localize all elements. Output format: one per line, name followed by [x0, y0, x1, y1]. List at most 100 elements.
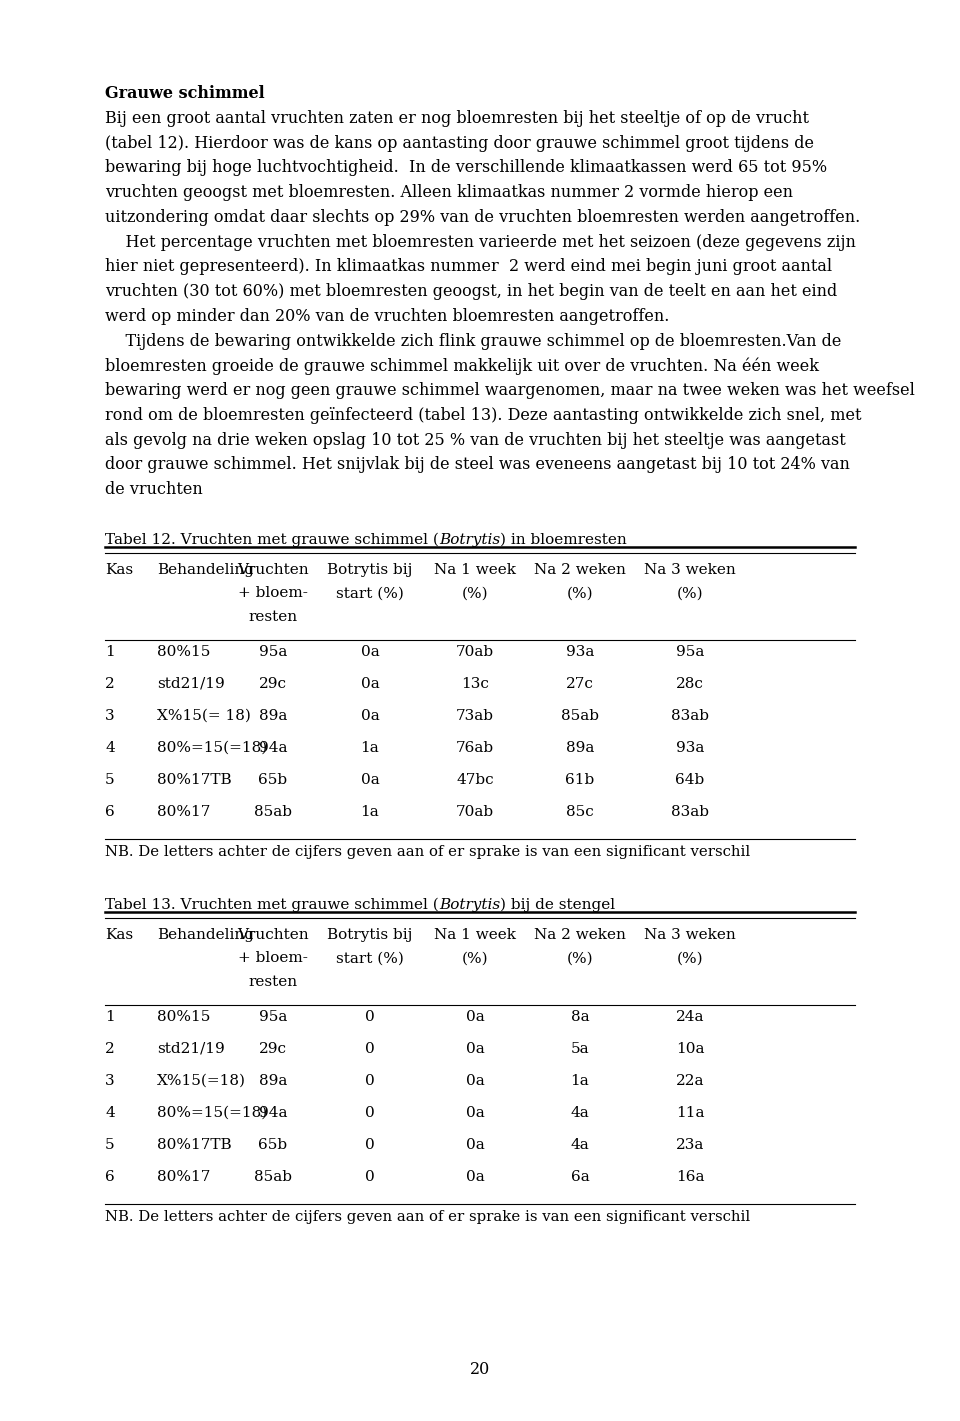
Text: Na 2 weken: Na 2 weken: [534, 928, 626, 942]
Text: (%): (%): [677, 952, 704, 965]
Text: rond om de bloemresten geïnfecteerd (tabel 13). Deze aantasting ontwikkelde zich: rond om de bloemresten geïnfecteerd (tab…: [105, 406, 861, 423]
Text: start (%): start (%): [336, 952, 404, 965]
Text: 89a: 89a: [259, 1074, 287, 1087]
Text: Na 1 week: Na 1 week: [434, 563, 516, 577]
Text: 11a: 11a: [676, 1106, 705, 1120]
Text: (%): (%): [566, 587, 593, 601]
Text: als gevolg na drie weken opslag 10 tot 25 % van de vruchten bij het steeltje was: als gevolg na drie weken opslag 10 tot 2…: [105, 432, 846, 449]
Text: 1: 1: [105, 1010, 115, 1023]
Text: Behandeling: Behandeling: [157, 928, 254, 942]
Text: Bij een groot aantal vruchten zaten er nog bloemresten bij het steeltje of op de: Bij een groot aantal vruchten zaten er n…: [105, 109, 809, 126]
Text: 95a: 95a: [259, 1010, 287, 1023]
Text: 0a: 0a: [361, 676, 379, 691]
Text: 47bc: 47bc: [456, 773, 493, 787]
Text: 5a: 5a: [570, 1042, 589, 1056]
Text: 70ab: 70ab: [456, 645, 494, 659]
Text: 0: 0: [365, 1074, 374, 1087]
Text: ) in bloemresten: ) in bloemresten: [500, 533, 627, 547]
Text: 85ab: 85ab: [561, 709, 599, 723]
Text: 22a: 22a: [676, 1074, 705, 1087]
Text: 0a: 0a: [466, 1106, 485, 1120]
Text: 6: 6: [105, 804, 115, 818]
Text: 61b: 61b: [565, 773, 594, 787]
Text: 80%=15(=18): 80%=15(=18): [157, 740, 267, 755]
Text: 10a: 10a: [676, 1042, 705, 1056]
Text: 0: 0: [365, 1169, 374, 1184]
Text: 95a: 95a: [676, 645, 705, 659]
Text: Na 3 weken: Na 3 weken: [644, 928, 736, 942]
Text: 20: 20: [469, 1361, 491, 1378]
Text: 65b: 65b: [258, 1138, 288, 1151]
Text: start (%): start (%): [336, 587, 404, 601]
Text: Botrytis bij: Botrytis bij: [327, 928, 413, 942]
Text: std21/19: std21/19: [157, 1042, 225, 1056]
Text: 85c: 85c: [566, 804, 594, 818]
Text: 0a: 0a: [361, 709, 379, 723]
Text: 80%17: 80%17: [157, 804, 210, 818]
Text: 1: 1: [105, 645, 115, 659]
Text: 13c: 13c: [461, 676, 489, 691]
Text: 76ab: 76ab: [456, 740, 494, 755]
Text: std21/19: std21/19: [157, 676, 225, 691]
Text: ) bij de stengel: ) bij de stengel: [500, 898, 615, 912]
Text: Tabel 13. Vruchten met grauwe schimmel (: Tabel 13. Vruchten met grauwe schimmel (: [105, 898, 439, 912]
Text: NB. De letters achter de cijfers geven aan of er sprake is van een significant v: NB. De letters achter de cijfers geven a…: [105, 1209, 751, 1223]
Text: 4: 4: [105, 1106, 115, 1120]
Text: vruchten (30 tot 60%) met bloemresten geoogst, in het begin van de teelt en aan : vruchten (30 tot 60%) met bloemresten ge…: [105, 283, 837, 300]
Text: 70ab: 70ab: [456, 804, 494, 818]
Text: Na 1 week: Na 1 week: [434, 928, 516, 942]
Text: 6: 6: [105, 1169, 115, 1184]
Text: resten: resten: [249, 610, 298, 624]
Text: 65b: 65b: [258, 773, 288, 787]
Text: resten: resten: [249, 975, 298, 989]
Text: 80%17TB: 80%17TB: [157, 773, 231, 787]
Text: 23a: 23a: [676, 1138, 705, 1151]
Text: 80%15: 80%15: [157, 1010, 210, 1023]
Text: 4: 4: [105, 740, 115, 755]
Text: 24a: 24a: [676, 1010, 705, 1023]
Text: X%15(=18): X%15(=18): [157, 1074, 246, 1087]
Text: 4a: 4a: [570, 1138, 589, 1151]
Text: 0a: 0a: [466, 1074, 485, 1087]
Text: (%): (%): [677, 587, 704, 601]
Text: (%): (%): [462, 587, 489, 601]
Text: Vruchten: Vruchten: [237, 563, 309, 577]
Text: vruchten geoogst met bloemresten. Alleen klimaatkas nummer 2 vormde hierop een: vruchten geoogst met bloemresten. Alleen…: [105, 185, 793, 200]
Text: + bloem-: + bloem-: [238, 952, 308, 965]
Text: 8a: 8a: [570, 1010, 589, 1023]
Text: 5: 5: [105, 1138, 114, 1151]
Text: 94a: 94a: [259, 740, 287, 755]
Text: 83ab: 83ab: [671, 709, 709, 723]
Text: 0: 0: [365, 1106, 374, 1120]
Text: bewaring bij hoge luchtvochtigheid.  In de verschillende klimaatkassen werd 65 t: bewaring bij hoge luchtvochtigheid. In d…: [105, 159, 828, 176]
Text: Botrytis: Botrytis: [439, 533, 500, 547]
Text: 3: 3: [105, 1074, 114, 1087]
Text: 28c: 28c: [676, 676, 704, 691]
Text: X%15(= 18): X%15(= 18): [157, 709, 251, 723]
Text: 0a: 0a: [361, 645, 379, 659]
Text: 1a: 1a: [361, 804, 379, 818]
Text: werd op minder dan 20% van de vruchten bloemresten aangetroffen.: werd op minder dan 20% van de vruchten b…: [105, 308, 669, 325]
Text: 2: 2: [105, 1042, 115, 1056]
Text: 64b: 64b: [676, 773, 705, 787]
Text: 4a: 4a: [570, 1106, 589, 1120]
Text: bloemresten groeide de grauwe schimmel makkelijk uit over de vruchten. Na één we: bloemresten groeide de grauwe schimmel m…: [105, 357, 819, 375]
Text: 80%17TB: 80%17TB: [157, 1138, 231, 1151]
Text: 0a: 0a: [466, 1042, 485, 1056]
Text: de vruchten: de vruchten: [105, 482, 203, 499]
Text: bewaring werd er nog geen grauwe schimmel waargenomen, maar na twee weken was he: bewaring werd er nog geen grauwe schimme…: [105, 382, 915, 399]
Text: (%): (%): [462, 952, 489, 965]
Text: 1a: 1a: [361, 740, 379, 755]
Text: (%): (%): [566, 952, 593, 965]
Text: 0: 0: [365, 1138, 374, 1151]
Text: 1a: 1a: [570, 1074, 589, 1087]
Text: Behandeling: Behandeling: [157, 563, 254, 577]
Text: + bloem-: + bloem-: [238, 587, 308, 601]
Text: Tabel 12. Vruchten met grauwe schimmel (: Tabel 12. Vruchten met grauwe schimmel (: [105, 533, 439, 547]
Text: 89a: 89a: [565, 740, 594, 755]
Text: 80%15: 80%15: [157, 645, 210, 659]
Text: 73ab: 73ab: [456, 709, 494, 723]
Text: 95a: 95a: [259, 645, 287, 659]
Text: NB. De letters achter de cijfers geven aan of er sprake is van een significant v: NB. De letters achter de cijfers geven a…: [105, 844, 751, 858]
Text: 3: 3: [105, 709, 114, 723]
